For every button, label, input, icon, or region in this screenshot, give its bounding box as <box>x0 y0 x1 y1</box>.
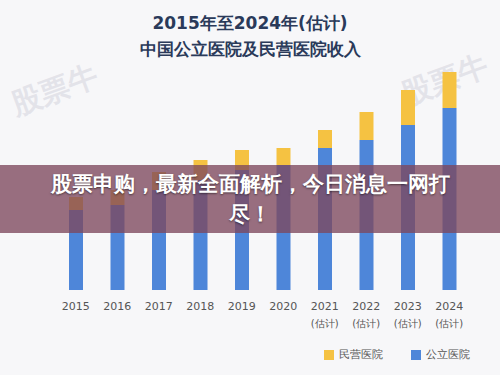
svg-text:2021(估计): 2021(估计) <box>311 300 339 329</box>
svg-text:2022(估计): 2022(估计) <box>352 300 380 329</box>
svg-text:2018: 2018 <box>186 300 214 313</box>
html-text:中国公立医院及民营医院收入: 中国公立医院及民营医院收入 <box>139 39 361 59</box>
html-text:2015年至2024年(估计): 2015年至2024年(估计) <box>152 13 348 33</box>
svg-text:2015: 2015 <box>62 300 90 313</box>
svg-text:2019: 2019 <box>228 300 256 313</box>
html-text:股票申购，最新全面解析，今日消息一网打尽！: 股票申购，最新全面解析，今日消息一网打尽！ <box>50 172 450 226</box>
svg-text:2023(估计): 2023(估计) <box>394 300 422 329</box>
html-text:股票牛: 股票牛 <box>396 47 493 112</box>
html-text:公立医院: 公立医院 <box>426 348 470 361</box>
svg-text:2016: 2016 <box>103 300 131 313</box>
svg-text:2017: 2017 <box>145 300 173 313</box>
svg-text:2020: 2020 <box>269 300 297 313</box>
html-text:民营医院: 民营医院 <box>339 348 383 361</box>
html-text:股票牛: 股票牛 <box>6 57 103 122</box>
svg-text:2024(估计): 2024(估计) <box>435 300 463 329</box>
